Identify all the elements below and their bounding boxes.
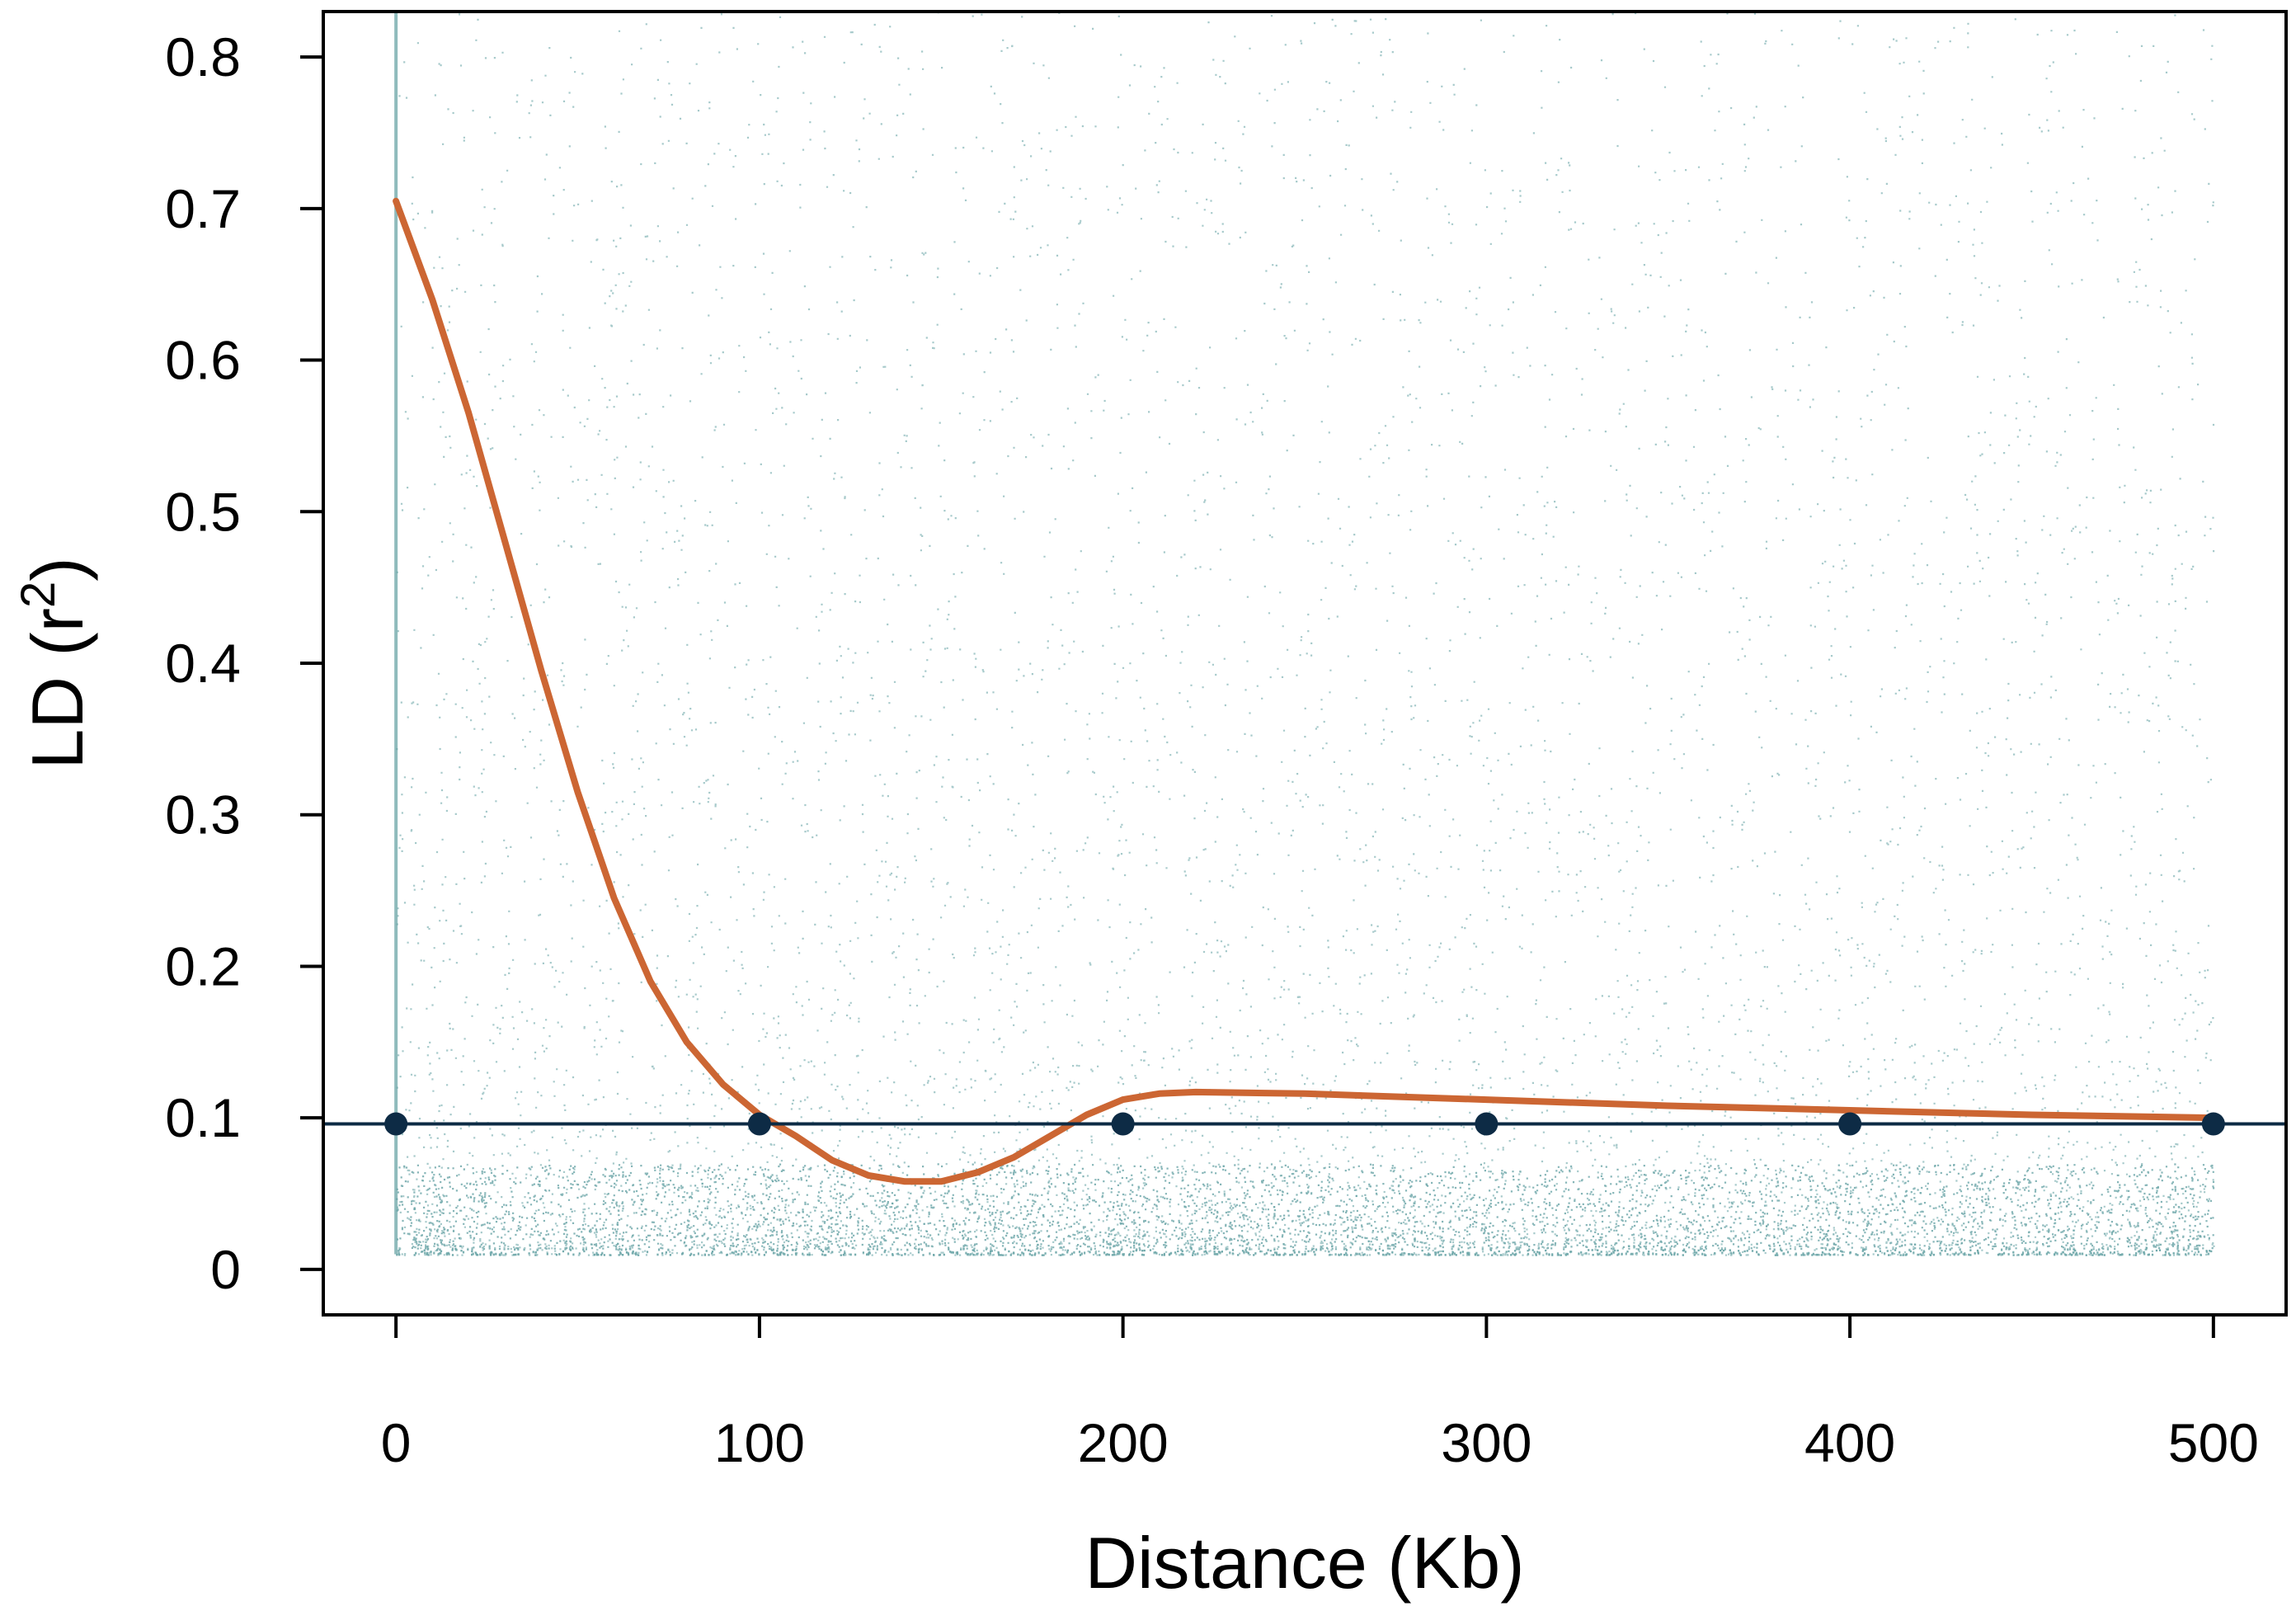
y-tick-label: 0.5: [165, 481, 241, 542]
y-tick-label: 0.8: [165, 26, 241, 87]
y-axis: 0 0.1 0.2 0.3 0.4 0.5 0.6 0.7 0.8: [165, 26, 323, 1300]
decay-curve-layer: [393, 197, 2217, 1185]
threshold-layer: [323, 1112, 2286, 1136]
threshold-point: [384, 1112, 408, 1136]
y-axis-title-close: ): [16, 557, 98, 581]
y-axis-title-main: LD (r: [16, 608, 98, 770]
scatter-points: [394, 12, 2215, 1256]
threshold-point: [1475, 1112, 1499, 1136]
scatter-dense-band: [396, 1163, 2215, 1256]
y-tick-label: 0.6: [165, 330, 241, 391]
y-tick-label: 0: [210, 1239, 241, 1300]
x-tick-label: 500: [2168, 1412, 2259, 1473]
threshold-point: [1838, 1112, 1862, 1136]
ld-decay-curve: [393, 197, 2217, 1185]
threshold-point: [1111, 1112, 1135, 1136]
y-tick-label: 0.7: [165, 178, 241, 239]
y-tick-label: 0.2: [165, 935, 241, 996]
x-axis: 0 100 200 300 400 500: [381, 1315, 2259, 1473]
x-tick-label: 400: [1804, 1412, 1895, 1473]
x-tick-label: 300: [1441, 1412, 1531, 1473]
y-tick-label: 0.4: [165, 633, 241, 694]
threshold-point: [2201, 1112, 2225, 1136]
x-tick-label: 100: [714, 1412, 805, 1473]
x-axis-title: Distance (Kb): [1084, 1522, 1524, 1604]
scatter-dense-column: [394, 12, 398, 1255]
y-tick-label: 0.3: [165, 784, 241, 846]
x-tick-label: 0: [381, 1412, 412, 1473]
x-tick-label: 200: [1078, 1412, 1169, 1473]
y-axis-title: LD (r2): [12, 557, 98, 769]
y-axis-title-superscript: 2: [12, 582, 65, 608]
y-tick-label: 0.1: [165, 1087, 241, 1148]
threshold-point: [747, 1112, 771, 1136]
scatter-point-cloud: [396, 12, 2215, 1256]
plot-frame: [322, 10, 2288, 1317]
